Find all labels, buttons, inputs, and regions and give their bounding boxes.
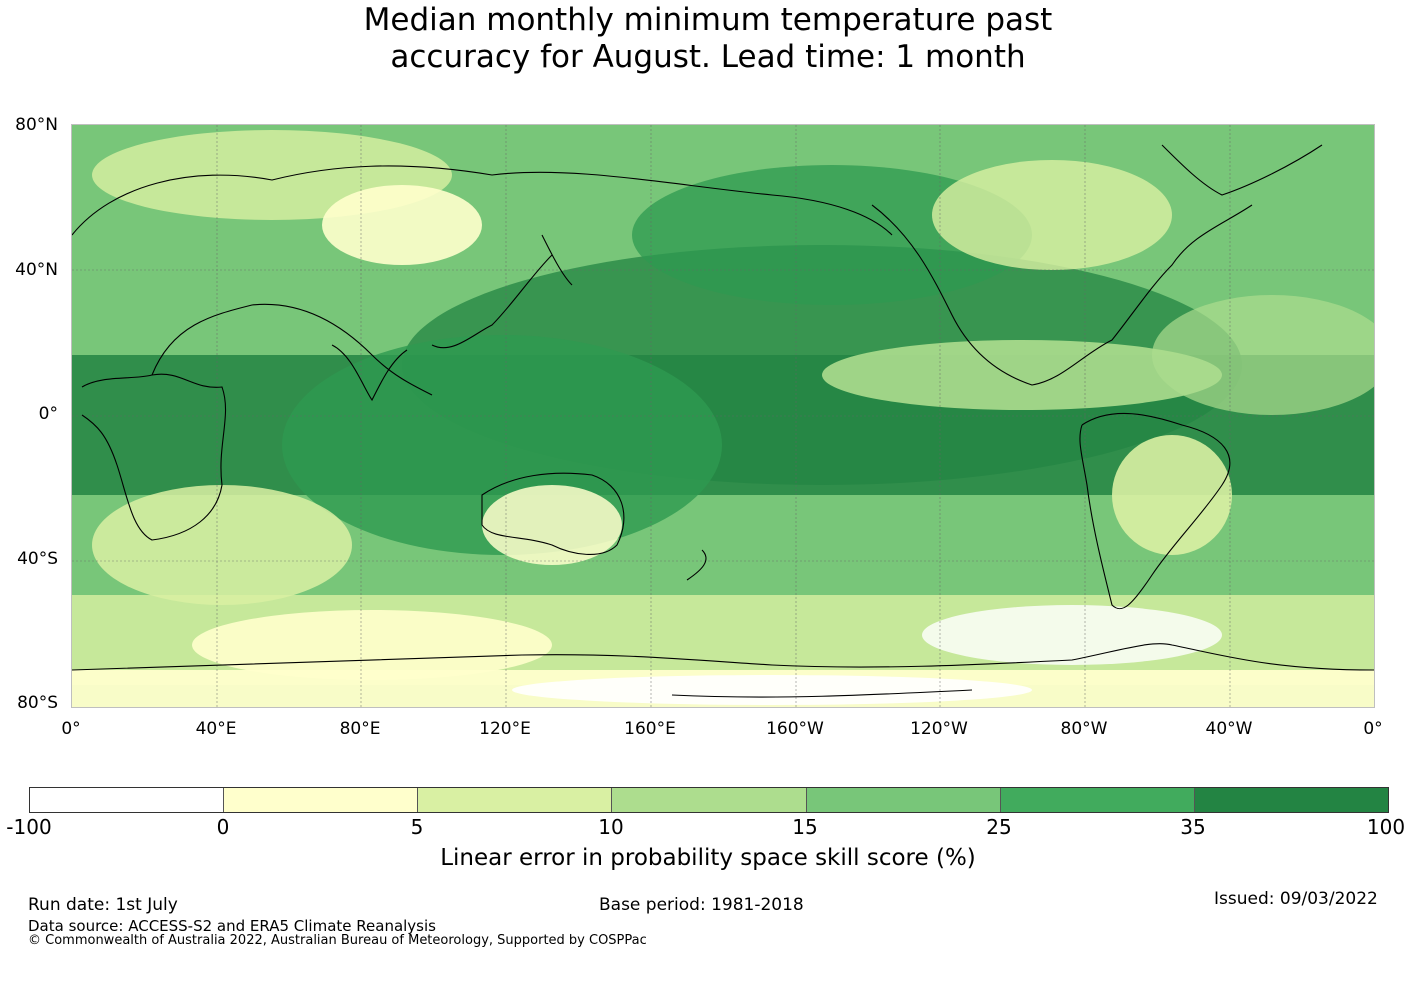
colorbar-tick: 5 [410,815,424,839]
lat-label-40n: 40°N [15,260,58,280]
run-date: Run date: 1st July [28,895,178,915]
lat-label-80n: 80°N [15,115,58,135]
copyright: © Commonwealth of Australia 2022, Austra… [28,933,647,948]
colorbar [29,787,1389,813]
lon-label-0: 0° [61,719,81,739]
lon-label-80e: 80°E [339,719,381,739]
lon-label-120w: 120°W [910,719,968,739]
map-canvas [72,125,1374,707]
colorbar-segment-4 [806,788,1001,812]
colorbar-tick: 25 [986,815,1012,839]
lon-label-160e: 160°E [624,719,676,739]
colorbar-tick: 15 [792,815,818,839]
title-line-2: accuracy for August. Lead time: 1 month [390,39,1026,75]
colorbar-segment-6 [1194,788,1388,812]
data-source: Data source: ACCESS-S2 and ERA5 Climate … [28,917,436,935]
colorbar-tick: -100 [6,815,52,839]
colorbar-segment-5 [1000,788,1195,812]
lon-label-160w: 160°W [766,719,824,739]
colorbar-label: Linear error in probability space skill … [440,845,976,871]
colorbar-segment-3 [612,788,807,812]
lon-label-120e: 120°E [479,719,531,739]
issued-date: Issued: 09/03/2022 [1214,889,1378,909]
lat-label-40s: 40°S [17,549,58,569]
lat-label-0: 0° [38,404,58,424]
colorbar-segment-1 [224,788,419,812]
lon-label-0-east: 0° [1363,719,1383,739]
colorbar-segment-2 [418,788,613,812]
colorbar-tick: 10 [598,815,624,839]
lon-label-40e: 40°E [195,719,237,739]
colorbar-segment-0 [30,788,225,812]
lon-label-80w: 80°W [1060,719,1108,739]
colorbar-tick: 100 [1366,815,1406,839]
skill-score-map [71,124,1375,708]
colorbar-tick: 0 [216,815,230,839]
map-title: Median monthly minimum temperature past … [0,2,1416,76]
colorbar-tick: 35 [1180,815,1206,839]
lon-label-40w: 40°W [1205,719,1253,739]
lat-label-80s: 80°S [17,693,58,713]
base-period: Base period: 1981-2018 [599,895,804,915]
title-line-1: Median monthly minimum temperature past [363,2,1053,38]
